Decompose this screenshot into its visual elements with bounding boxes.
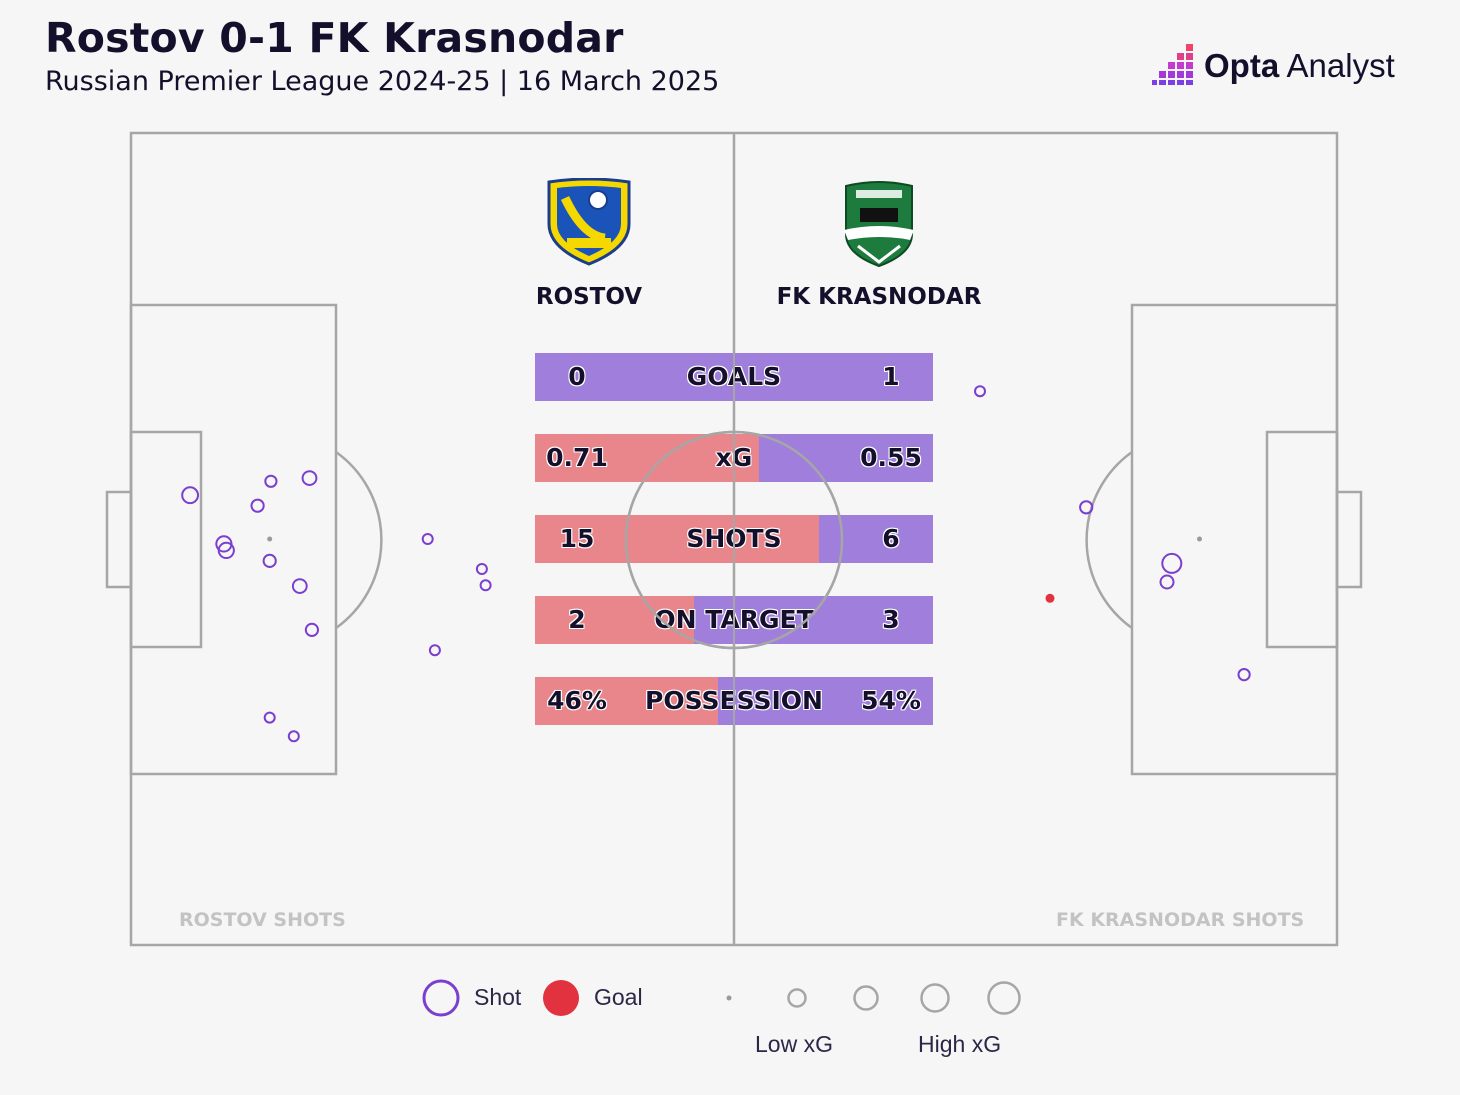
legend — [422, 979, 1021, 1017]
stat-away-value: 54% — [861, 686, 921, 715]
stat-away-value: 1 — [882, 362, 900, 391]
home-shots-label: ROSTOV SHOTS — [179, 909, 346, 931]
legend-goal-label: Goal — [594, 984, 643, 1010]
home-shot-point — [250, 498, 265, 513]
home-shot-point — [428, 644, 441, 657]
right-penalty-arc — [1085, 450, 1133, 630]
away-team-name: FK KRASNODAR — [776, 284, 982, 310]
legend-shot-label: Shot — [474, 984, 522, 1010]
legend-xg-size-1 — [726, 995, 732, 1001]
left-goal — [105, 490, 133, 589]
brand-name: Opta Analyst — [1204, 47, 1395, 85]
legend-xg-size-4 — [920, 983, 950, 1013]
legend-xg-size-2 — [787, 988, 807, 1008]
left-penalty-box — [129, 303, 338, 776]
legend-xg-size-3 — [853, 985, 879, 1011]
stat-home-value: 0 — [568, 362, 586, 391]
legend-shot-icon — [422, 979, 460, 1017]
chart-subtitle: Russian Premier League 2024-25 | 16 Marc… — [45, 66, 720, 97]
away-shot-point — [1159, 574, 1175, 590]
left-six-yard-box — [129, 430, 203, 649]
stat-away-value: 3 — [882, 605, 900, 634]
home-shot-point — [262, 553, 277, 569]
stat-row-goals: 0 GOALS 1 — [535, 353, 933, 401]
stat-home-value: 15 — [559, 524, 595, 553]
opta-logo-icon — [1152, 44, 1193, 85]
legend-xg-size-5 — [987, 981, 1021, 1015]
stat-row-xg: 0.71 xG 0.55 — [535, 434, 933, 482]
rostov-crest-icon — [547, 178, 631, 266]
home-shot-point — [291, 578, 308, 594]
away-shot-point — [1161, 552, 1183, 574]
legend-low-xg-label: Low xG — [755, 1031, 833, 1057]
home-shot-point — [479, 579, 492, 592]
home-shot-point — [304, 622, 319, 638]
chart-title: Rostov 0-1 FK Krasnodar — [45, 14, 624, 62]
opta-analyst-logo: Opta Analyst — [1152, 44, 1395, 88]
shots-layer — [181, 385, 1251, 743]
stat-home-value: 0.71 — [546, 443, 608, 472]
home-shot-point — [287, 730, 300, 743]
home-shot-point — [421, 533, 434, 545]
right-penalty-box — [1130, 303, 1339, 776]
away-shot-point — [1197, 536, 1202, 542]
away-goal-point — [1045, 593, 1055, 603]
home-shot-point — [475, 563, 488, 575]
home-shot-point — [263, 711, 276, 724]
stat-away-value: 6 — [882, 524, 900, 553]
stat-away-value: 0.55 — [860, 443, 922, 472]
home-shot-point — [264, 474, 278, 488]
right-goal — [1335, 490, 1363, 589]
legend-high-xg-label: High xG — [918, 1031, 1002, 1057]
home-shot-point — [301, 470, 318, 487]
brand-name-bold: Opta — [1204, 47, 1280, 84]
away-shot-point — [1079, 500, 1094, 515]
stat-row-shots: 15 SHOTS 6 — [535, 515, 933, 563]
left-penalty-arc — [335, 450, 383, 630]
home-team-name: ROSTOV — [535, 284, 643, 310]
stat-row-on-target: 2 ON TARGET 3 — [535, 596, 933, 644]
away-shots-label: FK KRASNODAR SHOTS — [1056, 909, 1305, 931]
stat-bar-home — [535, 677, 719, 725]
home-shot-point — [267, 536, 273, 542]
away-shot-point — [974, 385, 986, 398]
brand-name-light: Analyst — [1286, 47, 1395, 84]
away-shot-point — [1237, 668, 1251, 682]
krasnodar-crest-icon — [844, 181, 914, 268]
stat-bar-away — [718, 677, 933, 725]
home-shot-point — [181, 486, 200, 505]
pitch-lines — [105, 131, 1363, 947]
home-shot-point — [217, 541, 235, 560]
stat-home-value: 2 — [568, 605, 586, 634]
right-six-yard-box — [1265, 430, 1339, 649]
legend-goal-icon — [543, 980, 579, 1016]
stat-home-value: 46% — [547, 686, 607, 715]
stat-row-possession: 46% POSSESSION 54% — [535, 677, 933, 725]
